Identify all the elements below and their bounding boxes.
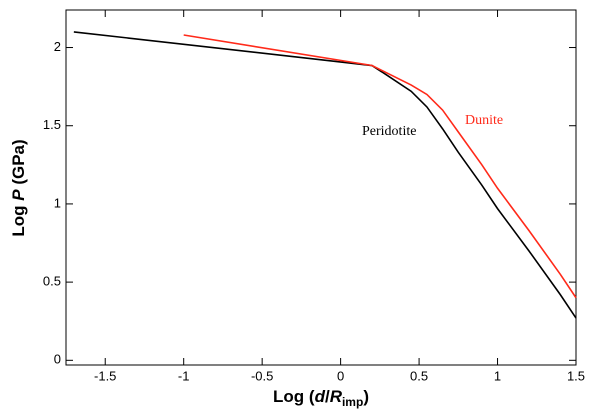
x-tick-label: 1 bbox=[494, 368, 501, 383]
y-tick-label: 1 bbox=[54, 195, 61, 210]
y-label-part: (GPa) bbox=[9, 139, 28, 189]
x-axis-label: Log (d/Rimp) bbox=[273, 387, 369, 409]
x-tick-label: -1.5 bbox=[94, 368, 116, 383]
y-tick-label: 1.5 bbox=[43, 117, 61, 132]
x-tick-label: -0.5 bbox=[251, 368, 273, 383]
x-label-part: imp bbox=[342, 395, 363, 409]
series-label: Dunite bbox=[465, 113, 503, 128]
x-tick-label: -1 bbox=[178, 368, 190, 383]
x-label-part: d bbox=[315, 387, 326, 406]
x-label-part: / bbox=[325, 387, 330, 406]
y-axis-label: Log P (GPa) bbox=[9, 139, 28, 236]
x-tick-label: 1.5 bbox=[567, 368, 585, 383]
y-label-part: P bbox=[9, 189, 28, 201]
plot-frame bbox=[65, 9, 577, 366]
x-label-part: ) bbox=[363, 387, 369, 406]
y-label-part: Log bbox=[9, 201, 28, 237]
x-tick-label: 0.5 bbox=[410, 368, 428, 383]
y-tick-label: 2 bbox=[54, 39, 61, 54]
x-label-part: Log ( bbox=[273, 387, 315, 406]
series-line bbox=[73, 31, 577, 319]
series-label: Peridotite bbox=[362, 124, 416, 139]
x-label-part: R bbox=[330, 387, 343, 406]
x-tick-label: 0 bbox=[337, 368, 344, 383]
y-tick-label: 0.5 bbox=[43, 274, 61, 289]
y-tick-label: 0 bbox=[54, 352, 61, 367]
series-line bbox=[183, 34, 577, 299]
